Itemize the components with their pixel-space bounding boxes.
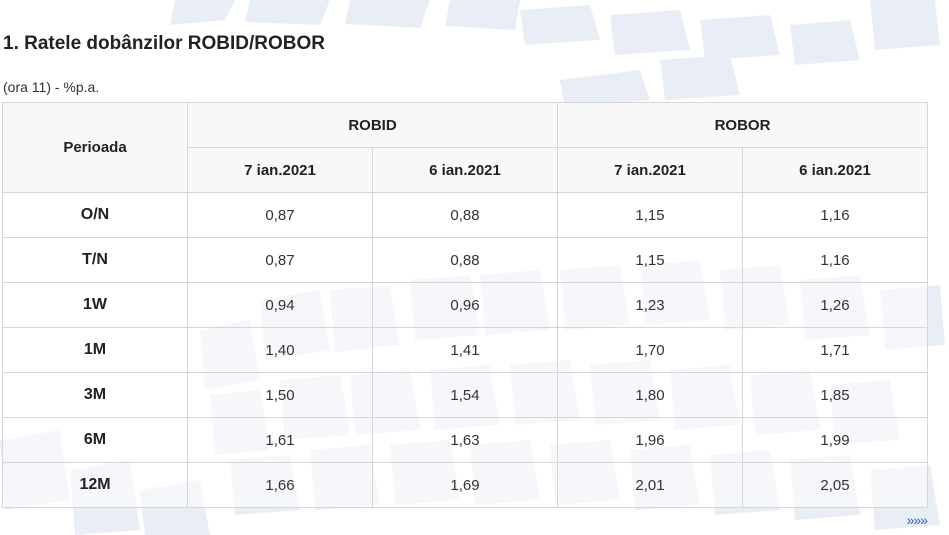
row-period: 1M [2, 327, 188, 373]
header-perioada: Perioada [2, 102, 188, 193]
row-period: 6M [2, 417, 188, 463]
table-cell: 1,85 [742, 372, 928, 418]
table-subtitle: (ora 11) - %p.a. [3, 79, 100, 95]
table-cell: 1,26 [742, 282, 928, 328]
table-cell: 1,71 [742, 327, 928, 373]
header-robor: ROBOR [557, 102, 928, 148]
table-cell: 1,41 [372, 327, 558, 373]
robid-robor-table: Perioada ROBID ROBOR 7 ian.2021 6 ian.20… [2, 102, 928, 508]
table-cell: 1,96 [557, 417, 743, 463]
table-cell: 1,99 [742, 417, 928, 463]
table-cell: 1,70 [557, 327, 743, 373]
table-row: 12M 1,66 1,69 2,01 2,05 [2, 462, 928, 508]
row-period: 12M [2, 462, 188, 508]
table-cell: 1,66 [187, 462, 373, 508]
table-cell: 1,15 [557, 237, 743, 283]
table-cell: 1,23 [557, 282, 743, 328]
table-cell: 0,88 [372, 237, 558, 283]
page-title: 1. Ratele dobânzilor ROBID/ROBOR [3, 33, 325, 54]
table-cell: 0,88 [372, 192, 558, 238]
table-cell: 1,16 [742, 237, 928, 283]
table-row: T/N 0,87 0,88 1,15 1,16 [2, 237, 928, 283]
table-cell: 1,63 [372, 417, 558, 463]
table-cell: 0,87 [187, 192, 373, 238]
header-date: 6 ian.2021 [742, 147, 928, 193]
table-cell: 0,96 [372, 282, 558, 328]
table-cell: 1,54 [372, 372, 558, 418]
more-link[interactable]: »»» [906, 512, 928, 528]
table-cell: 2,01 [557, 462, 743, 508]
table-row: 1M 1,40 1,41 1,70 1,71 [2, 327, 928, 373]
row-period: T/N [2, 237, 188, 283]
table-cell: 1,80 [557, 372, 743, 418]
table-cell: 0,87 [187, 237, 373, 283]
header-date: 6 ian.2021 [372, 147, 558, 193]
header-robid: ROBID [187, 102, 558, 148]
header-date: 7 ian.2021 [187, 147, 373, 193]
table-cell: 1,15 [557, 192, 743, 238]
row-period: 3M [2, 372, 188, 418]
table-cell: 1,40 [187, 327, 373, 373]
header-date: 7 ian.2021 [557, 147, 743, 193]
table-cell: 1,16 [742, 192, 928, 238]
table-row: 1W 0,94 0,96 1,23 1,26 [2, 282, 928, 328]
table-row: 6M 1,61 1,63 1,96 1,99 [2, 417, 928, 463]
row-period: 1W [2, 282, 188, 328]
row-period: O/N [2, 192, 188, 238]
table-cell: 1,61 [187, 417, 373, 463]
table-cell: 0,94 [187, 282, 373, 328]
table-cell: 1,50 [187, 372, 373, 418]
table-row: 3M 1,50 1,54 1,80 1,85 [2, 372, 928, 418]
table-cell: 1,69 [372, 462, 558, 508]
table-row: O/N 0,87 0,88 1,15 1,16 [2, 192, 928, 238]
table-cell: 2,05 [742, 462, 928, 508]
